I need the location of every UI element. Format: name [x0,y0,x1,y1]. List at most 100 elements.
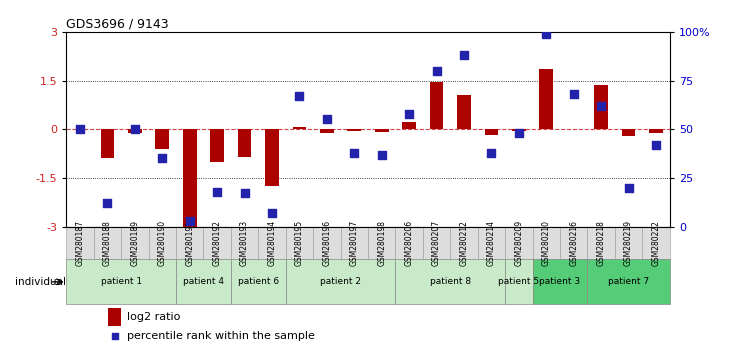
Bar [101,129,114,158]
Bar [176,227,203,259]
Bar [533,227,560,259]
Point [109,333,121,338]
Bar [478,227,505,259]
Bar [292,127,306,129]
Point [403,111,415,116]
Bar [265,129,279,186]
Text: patient 4: patient 4 [183,277,224,286]
Text: GSM280219: GSM280219 [624,220,633,266]
Text: patient 7: patient 7 [608,277,649,286]
Text: GSM280193: GSM280193 [240,220,249,266]
Bar [587,227,615,259]
Bar [176,259,231,304]
Point [513,130,525,136]
Bar [286,227,313,259]
Bar [203,227,231,259]
Bar [403,122,416,129]
Point [458,52,470,58]
Bar [108,308,121,326]
Bar [643,227,670,259]
Point [211,189,223,194]
Bar [484,129,498,135]
Point [650,142,662,148]
Bar [375,129,389,132]
Point [102,200,113,206]
Text: GSM280192: GSM280192 [213,220,222,266]
Bar [423,227,450,259]
Point [321,117,333,122]
Text: GSM280214: GSM280214 [487,220,496,266]
Bar [533,259,587,304]
Text: GSM280207: GSM280207 [432,220,441,266]
Point [623,185,634,190]
Point [294,93,305,99]
Point [540,31,552,37]
Bar [595,85,608,129]
Bar [149,227,176,259]
Bar [231,227,258,259]
Point [348,150,360,155]
Bar [539,69,553,129]
Bar [128,129,141,133]
Bar [430,82,443,129]
Point [595,103,607,109]
Text: GSM280212: GSM280212 [459,220,469,266]
Bar [286,259,395,304]
Point [486,150,498,155]
Point [156,155,168,161]
Bar [238,129,252,157]
Point [129,126,141,132]
Text: GSM280218: GSM280218 [597,220,606,266]
Point [74,126,86,132]
Text: patient 2: patient 2 [320,277,361,286]
Bar [183,129,197,227]
Text: GSM280189: GSM280189 [130,220,139,266]
Bar [587,259,670,304]
Bar [66,259,176,304]
Text: percentile rank within the sample: percentile rank within the sample [127,331,314,341]
Bar [313,227,341,259]
Bar [121,227,149,259]
Text: GDS3696 / 9143: GDS3696 / 9143 [66,18,169,31]
Text: GSM280187: GSM280187 [76,220,85,266]
Bar [210,129,224,162]
Bar [258,227,286,259]
Text: patient 1: patient 1 [101,277,141,286]
Point [376,152,388,157]
Point [568,91,580,97]
Text: patient 6: patient 6 [238,277,279,286]
Bar [368,227,395,259]
Text: GSM280210: GSM280210 [542,220,551,266]
Point [238,190,250,196]
Text: GSM280206: GSM280206 [405,220,414,266]
Bar [457,95,471,129]
Bar [512,129,526,131]
Bar [93,227,121,259]
Text: GSM280188: GSM280188 [103,220,112,266]
Text: patient 8: patient 8 [430,277,471,286]
Text: patient 5: patient 5 [498,277,539,286]
Bar [347,129,361,131]
Text: GSM280198: GSM280198 [378,220,386,266]
Text: individual: individual [15,277,66,287]
Bar [395,259,505,304]
Bar [505,259,533,304]
Bar [649,129,663,133]
Bar [395,227,423,259]
Point [431,68,442,74]
Text: GSM280216: GSM280216 [569,220,578,266]
Point [184,218,196,224]
Bar [155,129,169,149]
Bar [66,227,93,259]
Text: GSM280222: GSM280222 [651,220,660,266]
Text: GSM280195: GSM280195 [295,220,304,266]
Bar [622,129,635,136]
Text: GSM280190: GSM280190 [158,220,167,266]
Bar [231,259,286,304]
Bar [560,227,587,259]
Text: GSM280196: GSM280196 [322,220,331,266]
Text: GSM280209: GSM280209 [514,220,523,266]
Bar [341,227,368,259]
Point [266,210,278,216]
Bar [615,227,643,259]
